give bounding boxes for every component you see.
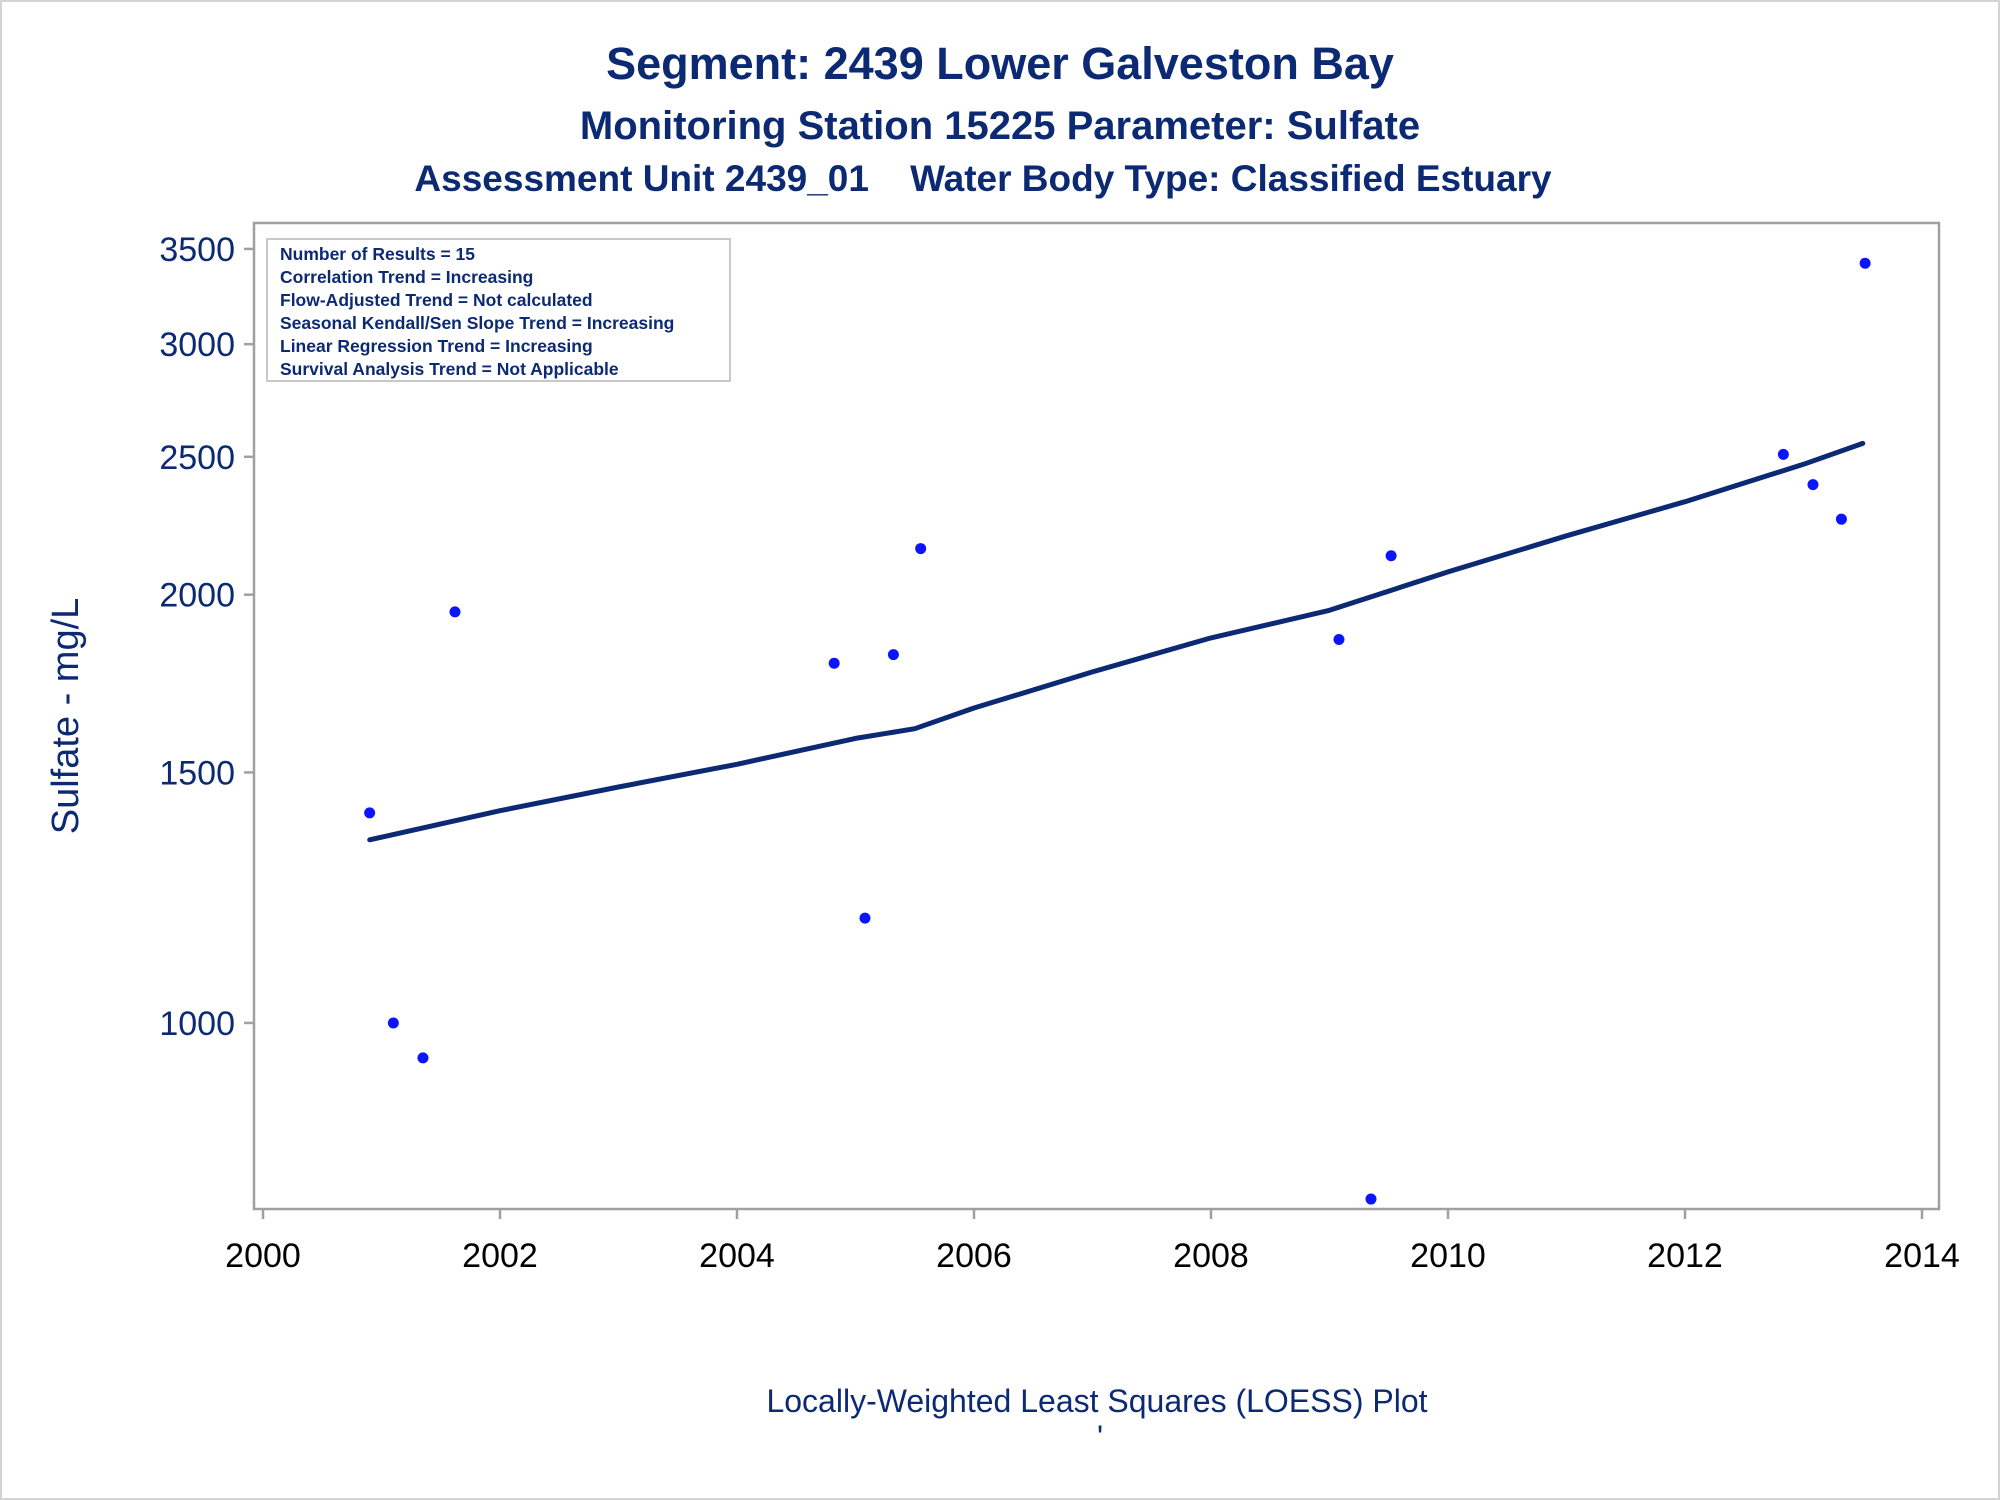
plot-series [364,257,1871,1205]
data-point [449,606,461,618]
x-tick-label: 2002 [462,1237,538,1275]
y-tick-label: 2000 [159,577,235,615]
data-point [859,912,871,924]
info-line-linear-regression: Linear Regression Trend = Increasing [280,336,593,356]
x-axis: 2000 2002 2004 2006 2008 2010 2012 2014 [225,1209,1960,1275]
info-box-border [266,238,731,382]
data-point [1835,513,1847,525]
chart-title: Segment: 2439 Lower Galveston Bay [606,38,1394,89]
y-axis-label: Sulfate - mg/L [45,598,87,835]
x-tick-label: 2000 [225,1237,301,1275]
data-point [1385,550,1397,562]
x-tick-label: 2014 [1884,1237,1960,1275]
data-point [417,1052,429,1064]
y-tick-label: 3000 [159,326,235,364]
x-tick-label: 2010 [1410,1237,1486,1275]
data-point [364,807,376,819]
y-tick-label: 2500 [159,439,235,477]
data-point [887,649,899,661]
info-line-flow-adjusted: Flow-Adjusted Trend = Not calculated [280,290,593,310]
chart-subtitle: Monitoring Station 15225 Parameter: Sulf… [580,104,1420,148]
info-line-survival: Survival Analysis Trend = Not Applicable [280,359,619,379]
y-tick-label: 1000 [159,1005,235,1043]
info-line-results: Number of Results = 15 [280,244,475,264]
x-tick-label: 2004 [699,1237,775,1275]
info-line-correlation: Correlation Trend = Increasing [280,267,533,287]
plot-area [252,221,1941,1211]
footnote: Locally-Weighted Least Squares (LOESS) P… [766,1383,1427,1419]
y-axis: 1000 1500 2000 2500 3000 3500 [159,231,254,1043]
info-box: Number of Results = 15 Correlation Trend… [266,238,731,382]
chart-subtitle-2: Assessment Unit 2439_01 Water Body Type:… [414,158,1552,199]
trend-line [367,440,1866,843]
x-tick-label: 2012 [1647,1237,1723,1275]
data-point [915,543,927,555]
x-tick-label: 2006 [936,1237,1012,1275]
data-point [1333,634,1345,646]
data-point [387,1017,399,1029]
data-point [1859,257,1871,269]
data-point [828,657,840,669]
y-tick-label: 1500 [159,754,235,792]
y-tick-label: 3500 [159,231,235,269]
data-point [1807,479,1819,491]
data-point [1365,1193,1377,1205]
data-point [1777,448,1789,460]
footnote-mark: ' [1097,1419,1103,1455]
info-line-seasonal-kendall: Seasonal Kendall/Sen Slope Trend = Incre… [280,313,674,333]
x-tick-label: 2008 [1173,1237,1249,1275]
